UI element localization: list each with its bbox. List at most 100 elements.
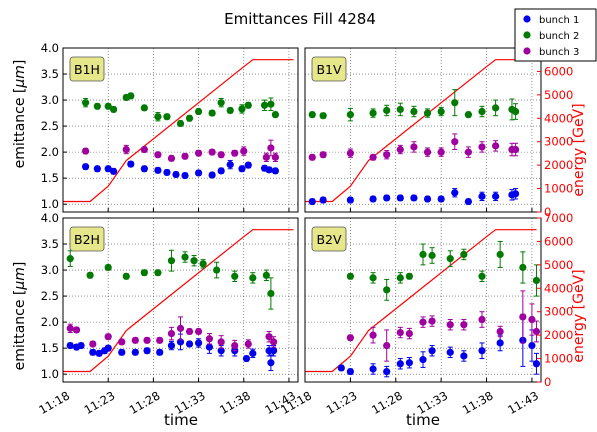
data-point: [532, 360, 541, 368]
data-point: [319, 112, 327, 120]
data-point: [190, 257, 198, 265]
plot-frame: [62, 217, 299, 383]
data-point: [81, 147, 90, 155]
data-point: [72, 326, 81, 334]
data-point: [122, 272, 130, 280]
data-point: [217, 99, 225, 107]
data-point: [428, 347, 436, 355]
data-point: [532, 276, 541, 285]
data-point: [464, 197, 472, 206]
data-point: [217, 151, 225, 159]
data-point: [369, 331, 377, 339]
data-point: [396, 274, 404, 282]
data-point: [181, 152, 189, 160]
data-point: [231, 341, 239, 350]
data-point: [265, 333, 273, 341]
energy-line: [63, 229, 294, 373]
data-point: [118, 338, 126, 346]
data-point: [492, 142, 500, 150]
y2-tick-label: 2000: [544, 328, 573, 342]
data-point: [127, 160, 135, 168]
panel-tag-label: B2V: [316, 232, 342, 247]
series-bunch-1: [337, 313, 541, 378]
data-point: [208, 109, 216, 117]
figure-title: Emittances Fill 4284: [224, 10, 376, 28]
data-point: [428, 317, 436, 325]
y-tick-label: 3.5: [41, 67, 59, 81]
data-point: [271, 153, 280, 161]
data-point: [194, 327, 203, 336]
data-point: [118, 348, 126, 356]
data-point: [205, 343, 214, 351]
data-point: [226, 106, 234, 115]
x-tick-label: 11:38: [217, 388, 253, 417]
data-point: [383, 341, 391, 350]
data-point: [478, 347, 486, 355]
data-point: [464, 111, 472, 119]
data-point: [104, 263, 112, 272]
data-point: [66, 255, 74, 263]
x-tick-label: 11:28: [127, 388, 163, 417]
data-point: [77, 341, 85, 350]
y-tick-label: 3.0: [41, 93, 59, 107]
series-bunch-2: [308, 89, 520, 122]
x-tick-label: 11:23: [82, 388, 118, 417]
series-bunch-3: [81, 139, 280, 162]
data-point: [308, 197, 316, 206]
data-point: [451, 138, 459, 146]
data-point: [163, 168, 171, 177]
data-point: [167, 329, 176, 338]
x-tick-label: 11:38: [460, 388, 496, 417]
data-point: [205, 335, 214, 343]
xlabel-left: time: [164, 411, 198, 429]
ylabel-right-top: energy [GeV]: [571, 103, 587, 196]
data-point: [66, 341, 74, 350]
data-point: [176, 324, 185, 332]
y-tick-label: 2.5: [41, 289, 59, 303]
data-point: [446, 321, 454, 329]
data-point: [217, 338, 225, 346]
series-bunch-3: [346, 290, 541, 362]
data-point: [181, 253, 189, 261]
data-point: [140, 269, 148, 277]
data-point: [428, 251, 436, 260]
data-point: [478, 192, 486, 200]
data-point: [383, 194, 391, 202]
data-point: [262, 271, 270, 279]
data-point: [496, 327, 504, 336]
ylabel-left-bottom: emittance [μm]: [12, 262, 28, 371]
y-tick-label: 4.0: [41, 41, 59, 55]
data-point: [446, 348, 454, 356]
data-point: [140, 145, 148, 154]
y2-tick-label: 3000: [544, 305, 573, 319]
y2-tick-label: 6000: [544, 64, 573, 78]
data-point: [319, 151, 327, 159]
panel-tag: B1H: [69, 56, 105, 82]
data-point: [81, 163, 90, 171]
legend-marker: [523, 47, 531, 55]
data-point: [154, 113, 162, 121]
data-point: [383, 286, 391, 294]
data-point: [346, 367, 354, 376]
data-point: [238, 165, 246, 173]
data-point: [104, 344, 112, 352]
legend-label: bunch 3: [539, 47, 579, 58]
data-point: [437, 148, 445, 156]
data-point: [269, 338, 278, 346]
data-point: [478, 143, 486, 151]
panel-tag-label: B2H: [74, 232, 100, 247]
data-point: [346, 149, 354, 157]
data-point: [519, 263, 527, 272]
x-tick-label: 11:28: [369, 388, 405, 417]
data-point: [460, 250, 468, 259]
data-point: [89, 348, 97, 356]
data-point: [396, 194, 404, 202]
y2-tick-label: 7000: [544, 211, 573, 225]
x-tick-label: 11:23: [324, 388, 360, 417]
data-point: [176, 119, 185, 128]
data-point: [423, 109, 432, 117]
data-point: [93, 165, 101, 173]
data-point: [110, 167, 118, 175]
series-bunch-1: [308, 188, 520, 206]
data-point: [369, 195, 377, 203]
